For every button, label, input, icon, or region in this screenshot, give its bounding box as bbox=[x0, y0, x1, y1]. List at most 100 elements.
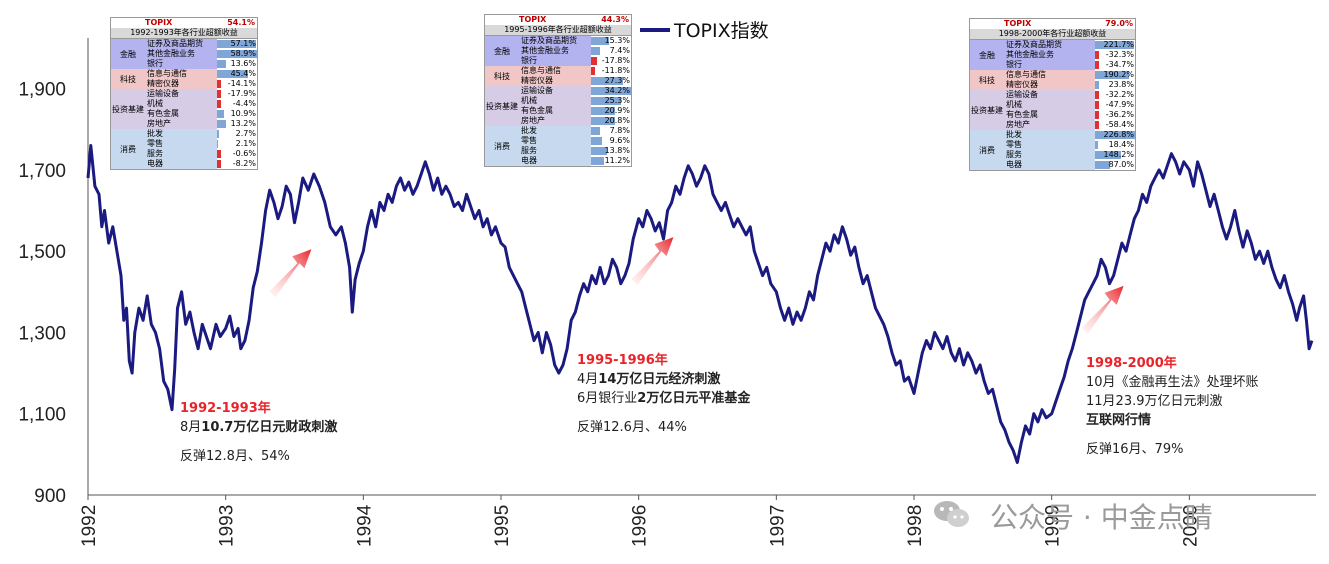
table-title: TOPIX bbox=[1004, 19, 1032, 28]
sector-name: 精密仪器 bbox=[521, 76, 553, 85]
annotation-period: 1995-1996年 bbox=[577, 353, 668, 368]
y-tick-label: 1,500 bbox=[18, 242, 66, 263]
sector-name: 房地产 bbox=[521, 116, 545, 125]
sector-row: 机械 25.3% bbox=[519, 96, 631, 106]
annotation-line: 8月10.7万亿日元财政刺激 bbox=[180, 418, 337, 437]
sector-name: 零售 bbox=[1006, 140, 1022, 149]
sector-name: 零售 bbox=[521, 136, 537, 145]
excess-return-value: -14.1% bbox=[227, 79, 256, 88]
excess-return-bar bbox=[591, 77, 623, 85]
table-subtitle: 1998-2000年各行业超额收益 bbox=[970, 29, 1135, 40]
excess-return-value: 9.6% bbox=[609, 136, 630, 145]
excess-return-bar bbox=[1095, 41, 1135, 49]
x-tick-label: 1994 bbox=[354, 504, 375, 547]
sector-name: 服务 bbox=[147, 149, 163, 158]
excess-return-value: 148.2% bbox=[1103, 150, 1134, 159]
sector-name: 有色金属 bbox=[521, 106, 553, 115]
sector-row: 服务 -0.6% bbox=[145, 149, 257, 159]
annotation-line: 4月14万亿日元经济刺激 bbox=[577, 370, 750, 389]
excess-return-value: -36.2% bbox=[1105, 110, 1134, 119]
sector-name: 服务 bbox=[1006, 150, 1022, 159]
sector-row: 运输设备 -32.2% bbox=[1004, 90, 1135, 100]
excess-return-bar bbox=[217, 120, 226, 128]
sector-name: 信息与通信 bbox=[1006, 70, 1046, 79]
sector-name: 有色金属 bbox=[147, 109, 179, 118]
sector-name: 批发 bbox=[1006, 130, 1022, 139]
sector-row: 精密仪器 -14.1% bbox=[145, 79, 257, 89]
sector-row: 机械 -47.9% bbox=[1004, 100, 1135, 110]
sector-name: 批发 bbox=[147, 129, 163, 138]
y-tick-label: 1,700 bbox=[18, 161, 66, 182]
annotation-period: 1992-1993年 bbox=[180, 401, 271, 416]
excess-return-bar bbox=[1095, 101, 1099, 109]
excess-return-value: -34.7% bbox=[1105, 60, 1134, 69]
sector-name: 其他金融业务 bbox=[147, 49, 195, 58]
excess-return-value: -8.2% bbox=[232, 159, 256, 168]
annotation-period: 1998-2000年 bbox=[1086, 356, 1177, 371]
sector-row: 银行 13.6% bbox=[145, 59, 257, 69]
excess-return-bar bbox=[1095, 131, 1135, 139]
table-title: TOPIX bbox=[145, 18, 173, 27]
sector-name: 证券及商品期货 bbox=[1006, 40, 1062, 49]
sector-row: 信息与通信 45.4% bbox=[145, 69, 257, 79]
sector-group-name: 科技 bbox=[979, 75, 995, 85]
excess-return-value: 13.2% bbox=[230, 119, 256, 128]
sector-name: 其他金融业务 bbox=[1006, 50, 1054, 59]
sector-row: 有色金属 10.9% bbox=[145, 109, 257, 119]
sector-row: 信息与通信 190.2% bbox=[1004, 70, 1135, 80]
excess-return-bar bbox=[217, 160, 221, 168]
excess-return-bar bbox=[591, 137, 603, 145]
annotation-highlight: 互联网行情 bbox=[1086, 413, 1152, 428]
sector-row: 批发 226.8% bbox=[1004, 130, 1135, 140]
excess-return-value: -17.8% bbox=[601, 56, 630, 65]
watermark-text: 公众号 · 中金点睛 bbox=[990, 501, 1213, 534]
sector-row: 批发 7.8% bbox=[519, 126, 631, 136]
sector-group-name: 金融 bbox=[979, 50, 995, 60]
excess-return-bar bbox=[591, 67, 596, 75]
sector-group-name: 投资基建 bbox=[971, 105, 1003, 115]
sector-row: 有色金属 -36.2% bbox=[1004, 110, 1135, 120]
excess-return-value: 7.4% bbox=[609, 46, 630, 55]
sector-group: 科技 信息与通信 190.2% 精密仪器 23.8% bbox=[970, 70, 1135, 90]
stimulus-annotation: 1998-2000年 10月《金融再生法》处理坏账 11月23.9万亿日元刺激 互联网… bbox=[1086, 354, 1259, 459]
table-total-return: 54.1% bbox=[227, 18, 255, 27]
excess-return-value: 18.4% bbox=[1108, 140, 1134, 149]
excess-return-value: 20.8% bbox=[604, 116, 630, 125]
y-tick-label: 1,900 bbox=[18, 80, 66, 101]
excess-return-value: 25.3% bbox=[604, 96, 630, 105]
sector-group: 金融 证券及商品期货 221.7% 其他金融业务 -32.3% 银行 -34.7% bbox=[970, 40, 1135, 70]
sector-excess-return-table: TOPIX 54.1% 1992-1993年各行业超额收益 金融 证券及商品期货 57.1… bbox=[110, 17, 258, 170]
excess-return-bar bbox=[217, 150, 221, 158]
sector-row: 其他金融业务 7.4% bbox=[519, 46, 631, 56]
x-tick-label: 1995 bbox=[492, 505, 513, 547]
annotation-highlight: 10.7万亿日元财政刺激 bbox=[201, 420, 338, 435]
y-axis: 900 1,100 1,300 1,500 1,700 1,900 bbox=[18, 38, 89, 507]
excess-return-bar bbox=[591, 127, 601, 135]
excess-return-value: 34.2% bbox=[604, 86, 630, 95]
sector-row: 精密仪器 23.8% bbox=[1004, 80, 1135, 90]
sector-group: 消费 批发 226.8% 零售 18.4% 服务 148.2% 电器 87.0% bbox=[970, 130, 1135, 170]
sector-name: 电器 bbox=[1006, 160, 1022, 169]
sector-row: 电器 11.2% bbox=[519, 156, 631, 166]
excess-return-value: 13.8% bbox=[604, 146, 630, 155]
sector-group-name: 金融 bbox=[494, 46, 510, 56]
excess-return-bar bbox=[217, 90, 221, 98]
sector-row: 证券及商品期货 221.7% bbox=[1004, 40, 1135, 50]
excess-return-value: 58.9% bbox=[230, 49, 256, 58]
sector-name: 银行 bbox=[147, 59, 163, 68]
excess-return-value: 45.4% bbox=[230, 69, 256, 78]
annotation-line: 6月银行业2万亿日元平准基金 bbox=[577, 389, 750, 408]
sector-name: 精密仪器 bbox=[1006, 80, 1038, 89]
excess-return-bar bbox=[217, 60, 227, 68]
excess-return-bar bbox=[217, 50, 257, 58]
wechat-icon bbox=[934, 501, 969, 527]
sector-row: 银行 -17.8% bbox=[519, 56, 631, 66]
excess-return-bar bbox=[1095, 141, 1099, 149]
excess-return-value: 10.9% bbox=[230, 109, 256, 118]
excess-return-bar bbox=[591, 107, 616, 115]
excess-return-value: -0.6% bbox=[232, 149, 256, 158]
sector-name: 机械 bbox=[1006, 100, 1022, 109]
annotation-highlight: 14万亿日元经济刺激 bbox=[598, 372, 721, 387]
sector-name: 信息与通信 bbox=[147, 69, 187, 78]
sector-group: 消费 批发 2.7% 零售 2.1% 服务 -0.6% 电器 -8.2% bbox=[111, 129, 257, 169]
